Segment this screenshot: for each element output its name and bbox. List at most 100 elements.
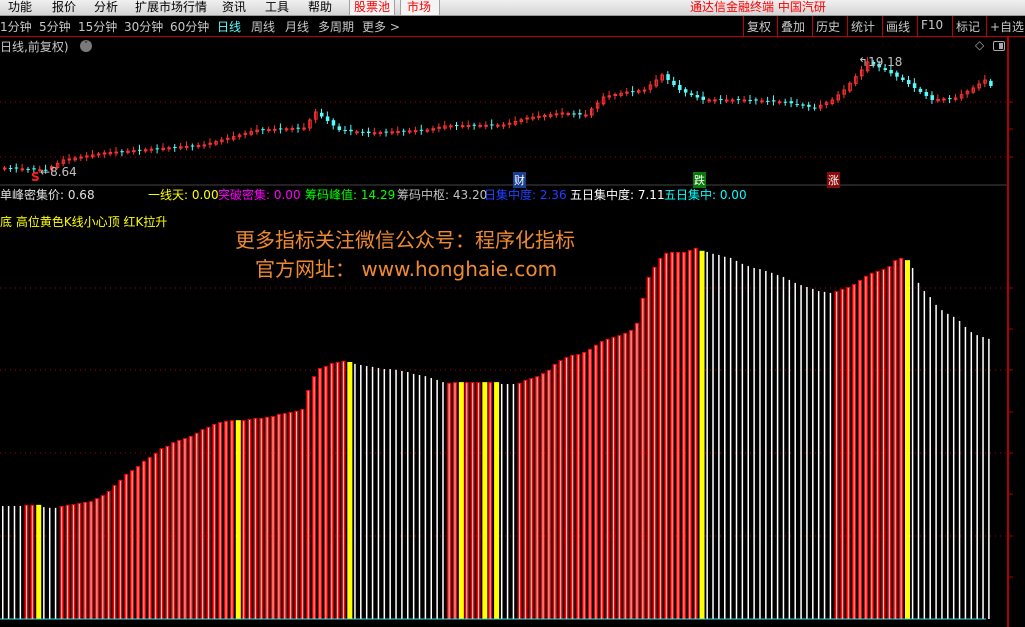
candle-up <box>372 132 377 135</box>
candle-down <box>766 100 770 102</box>
period-1min[interactable]: 1分钟 <box>0 20 32 34</box>
period-daily[interactable]: 日线 <box>217 20 242 34</box>
candle-up <box>601 96 606 105</box>
indicator-bar-highlight <box>131 471 133 619</box>
market-button[interactable]: 市场 <box>400 0 440 15</box>
menu-item-extended-market[interactable]: 扩展市场行情 <box>135 0 208 14</box>
history-button[interactable]: 历史 <box>812 16 843 36</box>
period-60min[interactable]: 60分钟 <box>170 20 210 34</box>
period-5min[interactable]: 5分钟 <box>39 20 71 34</box>
menu-item-news[interactable]: 资讯 <box>222 0 247 14</box>
rise-badge[interactable]: 涨 <box>827 172 840 188</box>
candle-down <box>736 99 741 101</box>
candle-up <box>654 79 659 87</box>
candle-up <box>267 129 271 132</box>
period-15min[interactable]: 15分钟 <box>78 20 118 34</box>
menu-item-function[interactable]: 功能 <box>8 0 33 14</box>
high-price-label: ↰19.18 <box>858 55 903 69</box>
chevron-down-icon[interactable]: ˅ <box>80 40 92 52</box>
add-watchlist-button[interactable]: +自选 <box>986 16 1025 36</box>
panel-toggle-icon[interactable] <box>993 41 1005 51</box>
indicator-bar-highlight <box>583 352 585 619</box>
candle-up <box>243 132 248 135</box>
period-bar: 1分钟 5分钟 15分钟 30分钟 60分钟 日线 周线 月线 多周期 更多 >… <box>0 16 1025 37</box>
indicator-bar-highlight <box>677 252 679 619</box>
candle-down <box>683 89 688 93</box>
menu-item-quotes[interactable]: 报价 <box>52 0 77 14</box>
indicator-bar-white <box>817 291 820 619</box>
menu-item-help[interactable]: 帮助 <box>308 0 333 14</box>
indicator-bar-white <box>958 320 961 619</box>
candle-down <box>795 104 799 106</box>
indicator-bar-white <box>929 297 931 619</box>
draw-line-button[interactable]: 画线 <box>882 16 913 36</box>
indicator-bar-highlight <box>202 430 204 619</box>
indicator-bar-highlight <box>249 420 251 619</box>
candle-up <box>607 95 612 98</box>
indicator-bar-yellow <box>494 382 500 619</box>
indicator-bar-white <box>823 291 826 619</box>
statistics-button[interactable]: 统计 <box>847 16 878 36</box>
candle-down <box>261 129 265 131</box>
candle-down <box>689 93 694 95</box>
candle-down <box>924 92 929 96</box>
candle-up <box>537 115 541 118</box>
indicator-bar-highlight <box>61 506 63 619</box>
candle-down <box>807 104 811 107</box>
candle-up <box>273 128 277 131</box>
candle-up <box>725 99 729 102</box>
indicator-bar-white <box>13 505 16 619</box>
candle-up <box>208 142 212 145</box>
f10-button[interactable]: F10 <box>917 16 946 36</box>
menu-item-analysis[interactable]: 分析 <box>94 0 119 14</box>
mark-button[interactable]: 标记 <box>952 16 983 36</box>
indicator-bar-highlight <box>119 480 121 619</box>
overlay-button[interactable]: 叠加 <box>777 16 808 36</box>
candle-up <box>619 92 623 96</box>
indicator-bar-white <box>718 254 720 620</box>
candle-down <box>361 131 365 133</box>
indicator-bar-white <box>48 507 51 619</box>
period-monthly[interactable]: 月线 <box>285 20 310 34</box>
restore-rights-button[interactable]: 复权 <box>743 16 774 36</box>
candle-down <box>783 101 788 103</box>
indicator-bar-yellow <box>36 504 42 619</box>
candle-up <box>390 131 394 134</box>
period-more[interactable]: 更多 > <box>362 20 400 34</box>
candle-down <box>930 95 934 100</box>
candle-down <box>14 167 19 169</box>
indicator-bar-white <box>395 369 397 619</box>
indicator-bar-highlight <box>618 336 620 619</box>
candle-up <box>613 94 617 97</box>
indicator-bar-white <box>354 363 356 619</box>
indicator-bar-highlight <box>25 505 27 619</box>
candle-up <box>132 150 136 153</box>
fall-badge[interactable]: 跌 <box>693 172 706 188</box>
indicator-daily-concentration: 日集中度: 2.36 <box>484 188 567 202</box>
candle-up <box>108 152 113 155</box>
candle-up <box>543 115 547 118</box>
period-multi[interactable]: 多周期 <box>318 20 355 34</box>
period-30min[interactable]: 30分钟 <box>124 20 164 34</box>
indicator-bar-highlight <box>689 251 691 619</box>
indicator-bar-highlight <box>542 374 544 619</box>
finance-badge[interactable]: 财 <box>513 172 526 188</box>
candle-up <box>49 166 54 170</box>
indicator-bar-highlight <box>601 342 603 619</box>
right-price-axis[interactable] <box>1007 37 1009 627</box>
candle-down <box>26 168 30 170</box>
candle-down <box>337 126 342 131</box>
indicator-bar-highlight <box>448 383 450 619</box>
candle-up <box>478 124 482 127</box>
candle-up <box>713 99 717 102</box>
period-weekly[interactable]: 周线 <box>251 20 276 34</box>
menu-item-tools[interactable]: 工具 <box>265 0 290 14</box>
indicator-bar-highlight <box>96 499 98 619</box>
stock-pool-label: 股票池 <box>354 0 391 14</box>
indicator-bar-highlight <box>865 276 867 619</box>
indicator-bar-highlight <box>160 449 162 619</box>
diamond-icon[interactable]: ◇ <box>975 38 985 52</box>
indicator-bar-highlight <box>337 362 339 619</box>
stock-pool-button[interactable]: 股票池 <box>349 0 395 15</box>
